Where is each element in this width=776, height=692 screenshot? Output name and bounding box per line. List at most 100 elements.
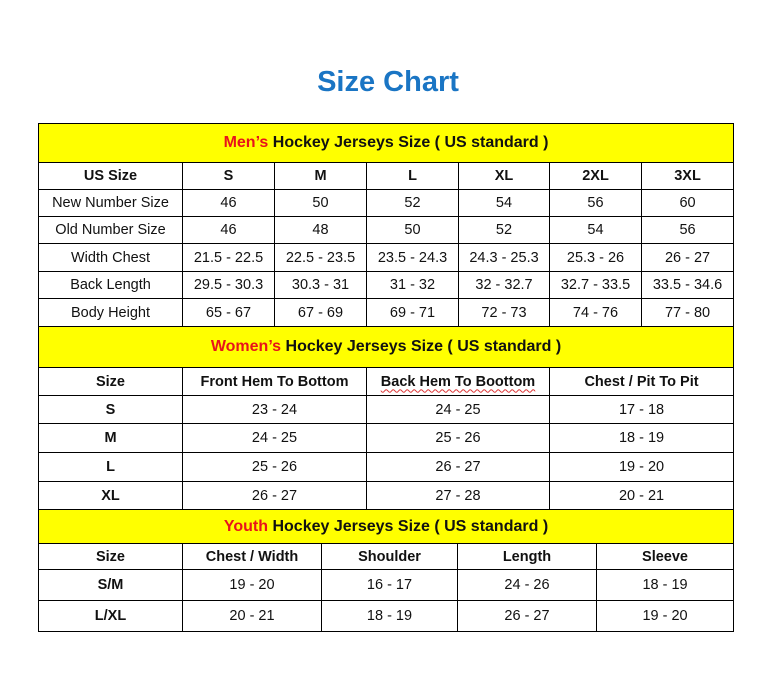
- youth-heading-highlight: Youth: [223, 517, 269, 535]
- table-cell: 50: [366, 216, 459, 244]
- womens-heading-text: Hockey Jerseys Size ( US standard ): [281, 338, 562, 355]
- table-cell: 19 - 20: [548, 452, 735, 482]
- row-label: New Number Size: [38, 189, 183, 217]
- column-header: Chest / Pit To Pit: [548, 367, 735, 396]
- column-header-label: Length: [502, 548, 552, 565]
- row-label: L: [38, 452, 183, 482]
- womens-size-table: Women’s Hockey Jerseys Size ( US standar…: [37, 326, 735, 510]
- row-label: Body Height: [38, 298, 183, 327]
- table-cell: 46: [182, 216, 275, 244]
- table-cell: 30.3 - 31: [274, 271, 367, 299]
- table-row: M 24 - 25 25 - 26 18 - 19: [38, 423, 735, 453]
- column-header-label: Size: [95, 373, 125, 390]
- table-cell: 60: [640, 189, 735, 217]
- table-cell: 17 - 18: [548, 395, 735, 424]
- youth-heading: Youth Hockey Jerseys Size ( US standard …: [37, 509, 735, 544]
- column-header: US Size: [38, 162, 183, 190]
- table-cell: 56: [549, 189, 642, 217]
- column-header: Front Hem To Bottom: [182, 367, 367, 396]
- row-label: Width Chest: [38, 243, 183, 272]
- column-header: Sleeve: [595, 543, 735, 570]
- page-title: Size Chart: [317, 66, 459, 98]
- table-cell: 25.3 - 26: [549, 243, 642, 272]
- column-header-label: US Size: [83, 168, 138, 184]
- youth-column-header-row: Size Chest / Width Shoulder Length Sleeve: [38, 543, 735, 570]
- youth-heading-text: Hockey Jerseys Size ( US standard ): [268, 517, 549, 535]
- table-row: S 23 - 24 24 - 25 17 - 18: [38, 395, 735, 424]
- column-header-label: Back Hem To Boottom: [380, 373, 536, 390]
- column-header: Back Hem To Boottom: [366, 367, 550, 396]
- table-cell: 24 - 25: [182, 423, 367, 453]
- table-cell: 32 - 32.7: [458, 271, 550, 299]
- table-row: L 25 - 26 26 - 27 19 - 20: [38, 452, 735, 482]
- column-header-label: Chest / Pit To Pit: [584, 373, 699, 390]
- womens-column-header-row: Size Front Hem To Bottom Back Hem To Boott…: [38, 367, 735, 396]
- row-label: L/XL: [38, 600, 183, 632]
- column-header: L: [366, 162, 459, 190]
- womens-heading-highlight: Women’s: [210, 338, 282, 355]
- table-cell: 25 - 26: [182, 452, 367, 482]
- table-cell: 25 - 26: [366, 423, 550, 453]
- column-header-label: XL: [494, 168, 514, 184]
- table-cell: 24 - 26: [457, 569, 597, 601]
- column-header: Size: [38, 367, 183, 396]
- table-row: S/M 19 - 20 16 - 17 24 - 26 18 - 19: [38, 569, 735, 601]
- table-row: XL 26 - 27 27 - 28 20 - 21: [38, 481, 735, 510]
- table-row: Width Chest 21.5 - 22.5 22.5 - 23.5 23.5 - …: [38, 243, 735, 272]
- column-header-label: Sleeve: [642, 548, 688, 565]
- mens-heading-highlight: Men’s: [223, 134, 269, 151]
- table-cell: 26 - 27: [182, 481, 367, 510]
- column-header-label: 3XL: [674, 168, 701, 184]
- column-header: Size: [38, 543, 183, 570]
- mens-heading: Men’s Hockey Jerseys Size ( US standard …: [37, 123, 735, 163]
- mens-column-header-row: US Size S M L XL 2XL 3XL: [38, 162, 735, 190]
- column-header-label: Shoulder: [358, 548, 421, 565]
- mens-heading-text: Hockey Jerseys Size ( US standard ): [268, 134, 549, 151]
- column-header: S: [182, 162, 275, 190]
- table-cell: 54: [549, 216, 642, 244]
- youth-heading-row: Youth Hockey Jerseys Size ( US standard …: [37, 509, 735, 544]
- table-cell: 23.5 - 24.3: [366, 243, 459, 272]
- column-header: M: [274, 162, 367, 190]
- column-header: Shoulder: [321, 543, 458, 570]
- column-header-label: 2XL: [582, 168, 609, 184]
- table-cell: 20 - 21: [182, 600, 322, 632]
- table-cell: 33.5 - 34.6: [640, 271, 735, 299]
- row-label: Back Length: [38, 271, 183, 299]
- table-cell: 74 - 76: [549, 298, 642, 327]
- row-label: S/M: [38, 569, 183, 601]
- table-cell: 32.7 - 33.5: [549, 271, 642, 299]
- column-header-label: M: [314, 168, 327, 184]
- column-header-label: S: [223, 168, 234, 184]
- table-cell: 52: [366, 189, 459, 217]
- table-cell: 77 - 80: [640, 298, 735, 327]
- column-header-label: L: [408, 168, 417, 184]
- table-cell: 50: [274, 189, 367, 217]
- column-header-label: Size: [95, 548, 125, 565]
- table-row: Old Number Size 46 48 50 52 54 56: [38, 216, 735, 244]
- table-cell: 52: [458, 216, 550, 244]
- row-label: S: [38, 395, 183, 424]
- womens-heading: Women’s Hockey Jerseys Size ( US standar…: [37, 326, 735, 368]
- column-header: 2XL: [549, 162, 642, 190]
- table-cell: 67 - 69: [274, 298, 367, 327]
- table-cell: 21.5 - 22.5: [182, 243, 275, 272]
- row-label: XL: [38, 481, 183, 510]
- table-cell: 18 - 19: [548, 423, 735, 453]
- table-cell: 29.5 - 30.3: [182, 271, 275, 299]
- table-cell: 26 - 27: [640, 243, 735, 272]
- column-header: Chest / Width: [182, 543, 322, 570]
- column-header: Length: [457, 543, 597, 570]
- table-cell: 23 - 24: [182, 395, 367, 424]
- column-header-label: Front Hem To Bottom: [200, 373, 349, 390]
- table-cell: 24.3 - 25.3: [458, 243, 550, 272]
- table-cell: 22.5 - 23.5: [274, 243, 367, 272]
- row-label: M: [38, 423, 183, 453]
- table-cell: 18 - 19: [595, 569, 735, 601]
- table-cell: 26 - 27: [457, 600, 597, 632]
- table-cell: 54: [458, 189, 550, 217]
- table-cell: 26 - 27: [366, 452, 550, 482]
- table-cell: 24 - 25: [366, 395, 550, 424]
- table-cell: 16 - 17: [321, 569, 458, 601]
- youth-size-table: Youth Hockey Jerseys Size ( US standard …: [37, 509, 735, 632]
